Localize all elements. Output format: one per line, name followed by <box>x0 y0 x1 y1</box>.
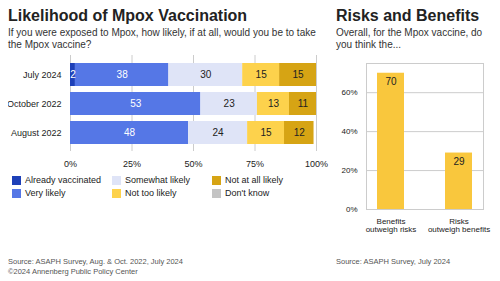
svg-text:July 2024: July 2024 <box>23 70 62 80</box>
svg-text:53: 53 <box>130 98 142 109</box>
svg-text:Risksoutweigh benefits: Risksoutweigh benefits <box>428 217 490 234</box>
html-text:Very likely: Very likely <box>25 188 66 198</box>
svg-text:20%: 20% <box>341 166 357 175</box>
html-text:Risks and Benefits: Risks and Benefits <box>336 7 480 24</box>
html-text:Source: ASAPH Survey, July 202: Source: ASAPH Survey, July 2024 <box>336 257 451 266</box>
html-text:Not too likely: Not too likely <box>125 188 177 198</box>
svg-text:60%: 60% <box>341 88 357 97</box>
svg-text:15: 15 <box>292 69 304 80</box>
svg-text:29: 29 <box>453 156 465 167</box>
html-text:If you were exposed to Mpox, h: If you were exposed to Mpox, how likely,… <box>8 27 316 50</box>
svg-text:70: 70 <box>385 76 397 87</box>
svg-text:25%: 25% <box>123 159 141 169</box>
svg-text:0%: 0% <box>64 159 77 169</box>
html-text:Somewhat likely: Somewhat likely <box>125 175 190 185</box>
svg-text:40%: 40% <box>341 127 357 136</box>
svg-text:13: 13 <box>268 98 280 109</box>
html-text:Source: ASAPH Survey, Aug. & O: Source: ASAPH Survey, Aug. & Oct. 2022, … <box>8 257 183 266</box>
svg-text:2: 2 <box>70 69 76 80</box>
svg-text:50%: 50% <box>184 159 202 169</box>
html-text:Already vaccinated: Already vaccinated <box>25 175 101 185</box>
svg-text:15: 15 <box>261 127 273 138</box>
html-text:Likelihood of Mpox Vaccination: Likelihood of Mpox Vaccination <box>8 7 248 24</box>
html-text:Don't know: Don't know <box>225 188 270 198</box>
html-text:Not at all likely: Not at all likely <box>225 175 283 185</box>
svg-text:0%: 0% <box>346 205 358 214</box>
svg-text:30: 30 <box>200 69 212 80</box>
svg-text:11: 11 <box>298 98 309 109</box>
svg-text:75%: 75% <box>246 159 264 169</box>
svg-text:38: 38 <box>117 69 129 80</box>
svg-text:October 2022: October 2022 <box>8 99 62 109</box>
svg-text:100%: 100% <box>305 159 328 169</box>
svg-text:Benefitsoutweigh risks: Benefitsoutweigh risks <box>366 217 417 234</box>
svg-text:48: 48 <box>124 127 136 138</box>
svg-text:15: 15 <box>256 69 268 80</box>
svg-text:23: 23 <box>224 98 236 109</box>
html-text:Overall, for the Mpox vaccine,: Overall, for the Mpox vaccine, do you th… <box>336 27 483 50</box>
svg-text:12: 12 <box>294 127 306 138</box>
html-text:©2024 Annenberg Public Policy: ©2024 Annenberg Public Policy Center <box>8 267 138 276</box>
svg-text:August 2022: August 2022 <box>11 128 62 138</box>
svg-text:24: 24 <box>213 127 225 138</box>
